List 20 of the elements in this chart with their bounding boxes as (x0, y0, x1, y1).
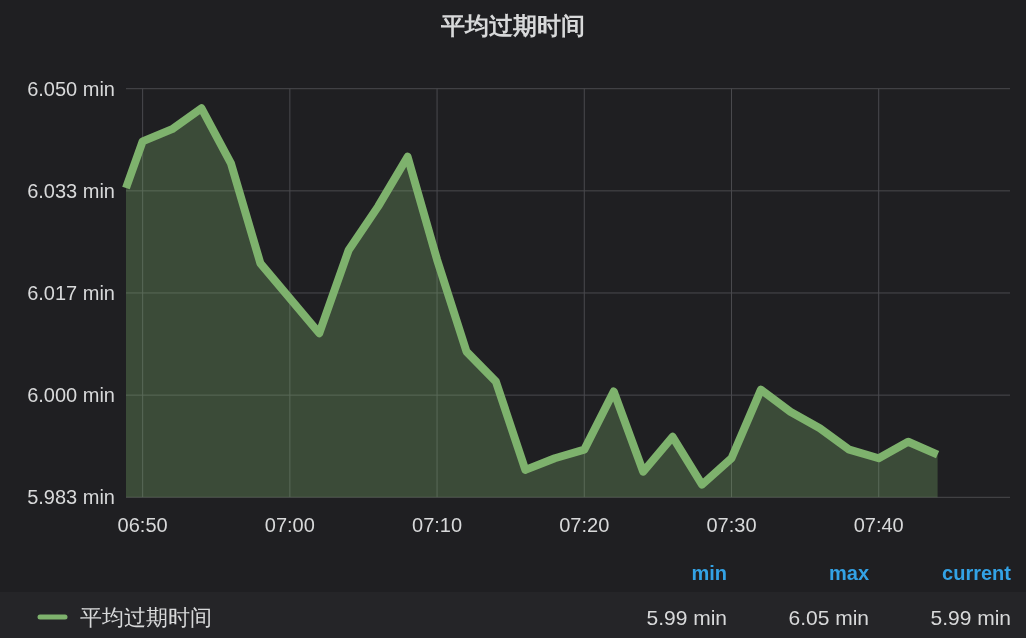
x-tick-label: 07:10 (412, 514, 463, 536)
y-tick-label: 6.017 min (27, 281, 115, 304)
text: 5.99 min (930, 605, 1011, 629)
text: current (942, 562, 1012, 584)
chart-title: 平均过期时间 (440, 12, 585, 39)
text: 6.05 min (788, 605, 869, 629)
text: max (828, 562, 869, 584)
x-tick-label: 07:40 (853, 514, 904, 536)
y-tick-label: 6.050 min (27, 77, 115, 100)
text: 5.99 min (646, 605, 727, 629)
legend-label: 平均过期时间 (80, 604, 212, 630)
legend-item: 平均过期时间 (37, 604, 212, 630)
y-tick-label: 6.000 min (27, 384, 115, 407)
text: min (691, 562, 727, 584)
x-tick-label: 07:30 (706, 514, 757, 536)
x-tick-label: 07:20 (559, 514, 610, 536)
y-tick-label: 5.983 min (27, 486, 115, 509)
y-tick-label: 6.033 min (27, 179, 115, 202)
x-tick-label: 06:50 (117, 514, 168, 536)
x-tick-label: 07:00 (264, 514, 315, 536)
